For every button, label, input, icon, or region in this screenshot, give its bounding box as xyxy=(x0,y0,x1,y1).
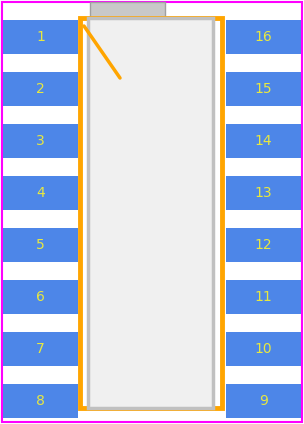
Bar xyxy=(3,228,78,262)
Text: 13: 13 xyxy=(255,186,272,200)
Bar xyxy=(3,280,78,314)
Text: 3: 3 xyxy=(36,134,45,148)
Bar xyxy=(88,18,213,408)
Bar xyxy=(3,384,78,418)
Bar xyxy=(80,18,222,408)
Bar xyxy=(3,20,78,54)
Text: 15: 15 xyxy=(255,82,272,96)
Text: 6: 6 xyxy=(36,290,45,304)
Bar xyxy=(226,72,301,106)
Text: 7: 7 xyxy=(36,342,45,356)
Bar xyxy=(3,124,78,158)
Bar xyxy=(3,72,78,106)
Text: 5: 5 xyxy=(36,238,45,252)
Text: 16: 16 xyxy=(255,30,272,44)
Bar xyxy=(226,280,301,314)
Bar xyxy=(226,20,301,54)
Bar xyxy=(3,332,78,366)
Text: 10: 10 xyxy=(255,342,272,356)
Text: 2: 2 xyxy=(36,82,45,96)
Text: 11: 11 xyxy=(255,290,272,304)
Bar xyxy=(226,332,301,366)
Text: 8: 8 xyxy=(36,394,45,408)
Text: 12: 12 xyxy=(255,238,272,252)
Bar xyxy=(226,176,301,210)
Text: 4: 4 xyxy=(36,186,45,200)
Text: 14: 14 xyxy=(255,134,272,148)
Bar xyxy=(226,384,301,418)
Bar xyxy=(226,124,301,158)
Text: 1: 1 xyxy=(36,30,45,44)
Bar xyxy=(90,2,165,18)
Bar xyxy=(3,176,78,210)
Text: 9: 9 xyxy=(259,394,268,408)
Bar xyxy=(226,228,301,262)
